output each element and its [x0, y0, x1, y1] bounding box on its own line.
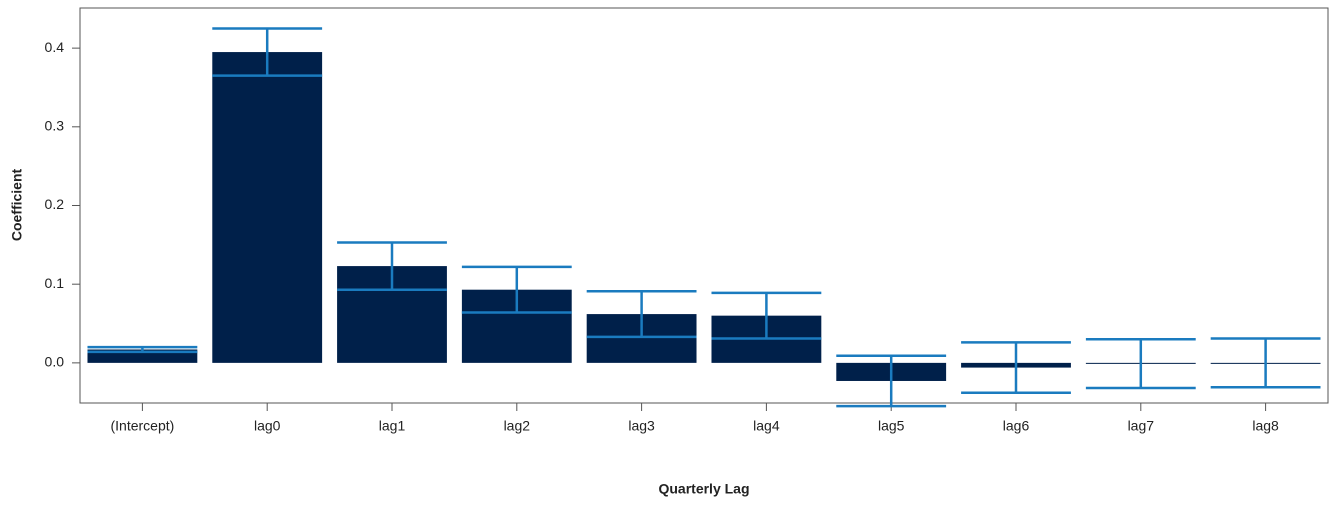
- x-tick-label: lag5: [878, 418, 905, 434]
- x-tick-label: lag3: [628, 418, 655, 434]
- y-tick-label: 0.4: [45, 39, 65, 55]
- y-axis-label: Coefficient: [9, 168, 25, 241]
- x-axis-label: Quarterly Lag: [658, 481, 749, 497]
- x-tick-label: lag6: [1003, 418, 1030, 434]
- x-tick-label: lag2: [504, 418, 531, 434]
- x-tick-label: lag4: [753, 418, 780, 434]
- x-tick-label: lag1: [379, 418, 406, 434]
- y-tick-label: 0.1: [45, 275, 65, 291]
- y-tick-label: 0.0: [45, 354, 65, 370]
- x-tick-label: (Intercept): [110, 418, 174, 434]
- y-tick-label: 0.2: [45, 196, 65, 212]
- x-tick-label: lag8: [1252, 418, 1279, 434]
- x-tick-label: lag0: [254, 418, 281, 434]
- bar: [212, 52, 323, 363]
- y-tick-label: 0.3: [45, 118, 65, 134]
- x-tick-label: lag7: [1128, 418, 1155, 434]
